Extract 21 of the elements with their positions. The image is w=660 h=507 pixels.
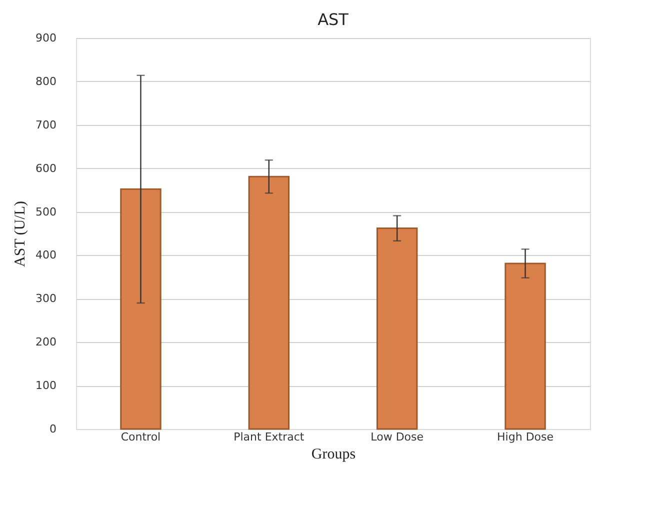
y-tick-label: 0 (50, 422, 56, 436)
x-tick-label: High Dose (497, 430, 554, 444)
y-tick-label: 500 (36, 205, 56, 218)
chart-title: AST (318, 10, 349, 29)
bar (248, 176, 290, 430)
x-tick-label: Plant Extract (234, 430, 305, 444)
y-tick-label: 200 (36, 336, 56, 349)
y-tick-label: 700 (36, 118, 56, 132)
bar (504, 262, 546, 430)
x-tick-label: Control (120, 430, 161, 444)
bar (376, 228, 418, 430)
y-tick-label: 300 (36, 292, 56, 306)
y-tick-label: 800 (36, 74, 56, 88)
x-axis-title: Groups (311, 446, 356, 462)
x-tick-label: Low Dose (370, 430, 424, 444)
y-tick-label: 600 (36, 162, 56, 175)
y-tick-label: 100 (36, 379, 56, 392)
y-axis-title: AST (U/L) (12, 201, 29, 267)
y-tick-label: 900 (36, 32, 56, 44)
y-tick-label: 400 (36, 248, 56, 262)
bar (120, 188, 162, 430)
